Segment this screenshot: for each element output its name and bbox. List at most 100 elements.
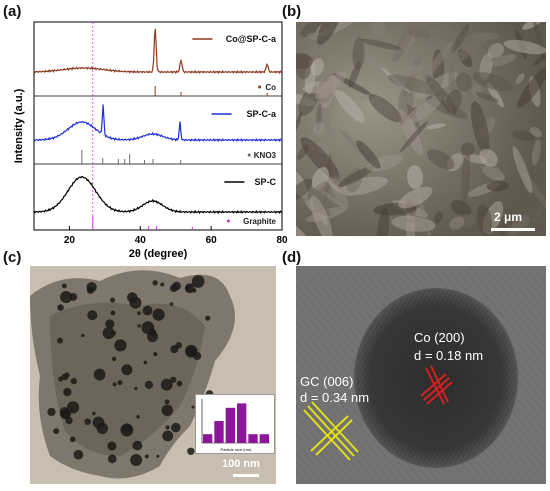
tem-particle — [184, 283, 195, 294]
reference-label-co: Co — [265, 83, 276, 92]
panel-label-c: (c) — [3, 249, 22, 266]
sem-flake — [422, 41, 453, 81]
tem-particle — [114, 339, 127, 352]
tem-particle — [153, 352, 158, 357]
tem-particle — [136, 415, 140, 419]
sem-flake — [487, 43, 505, 59]
sem-image: 2 μm — [296, 22, 546, 236]
gc-plane-label: GC (006) — [300, 374, 354, 389]
sem-flake — [338, 166, 374, 187]
size-histogram: Particle size (nm) — [195, 394, 275, 454]
tem-particle — [205, 315, 211, 321]
tem-particle — [191, 405, 195, 409]
tem-particle — [144, 454, 149, 459]
tem-particle — [164, 399, 170, 405]
tem-particle — [107, 441, 117, 451]
tem-particle — [61, 373, 69, 381]
tem-particle — [84, 418, 91, 426]
sem-flake — [490, 54, 517, 67]
histogram-chart: Particle size (nm) — [201, 399, 270, 452]
reference-marker — [226, 219, 230, 223]
sem-flake — [296, 55, 311, 80]
sem-flake — [531, 203, 545, 223]
tem-particle — [63, 387, 72, 397]
tem-particle — [66, 401, 80, 414]
tem-particle — [142, 305, 153, 316]
tem-particle — [130, 454, 143, 466]
tem-particle — [137, 311, 141, 315]
tem-particle — [93, 368, 106, 381]
sem-flake — [406, 165, 423, 190]
panel-label-d: (d) — [282, 249, 302, 266]
sem-flake — [387, 74, 440, 95]
y-axis-label: Intensity (a.u.) — [13, 88, 25, 163]
tem-particle — [172, 281, 182, 291]
tem-particle — [161, 404, 173, 416]
tem-particle — [112, 382, 117, 387]
tem-particle — [143, 360, 148, 365]
tem-particle — [61, 283, 67, 289]
sem-flake — [297, 144, 309, 161]
sem-flake — [512, 130, 535, 142]
tem-particle — [70, 408, 74, 412]
sem-flake — [356, 140, 381, 169]
tem-particle — [87, 310, 98, 321]
sem-flake — [372, 22, 386, 36]
sem-flake — [515, 73, 525, 85]
sem-flake — [315, 71, 347, 100]
sem-flake — [404, 95, 443, 126]
sem-flake — [503, 39, 546, 55]
sem-flake — [300, 22, 333, 37]
sem-flake — [455, 72, 472, 92]
sem-flake — [486, 181, 509, 192]
tem-particle — [187, 447, 195, 455]
tem-particle — [165, 425, 170, 430]
series-co-sp-c-a — [33, 28, 283, 75]
tem-particle — [105, 319, 115, 329]
x-tick-label: 20 — [64, 235, 76, 246]
tem-particle — [146, 331, 158, 343]
tem-particle — [59, 406, 70, 417]
tem-particle — [156, 454, 160, 458]
x-tick-label: 80 — [276, 235, 288, 246]
sem-flake — [451, 23, 470, 54]
sem-flake — [296, 217, 312, 236]
co-plane-label: Co (200) — [414, 330, 465, 345]
sem-flake — [480, 163, 502, 178]
tem-particle — [58, 376, 64, 382]
co-lattice-marker — [420, 365, 453, 405]
sem-flake — [352, 37, 365, 71]
legend-label: Co@SP-C-a — [226, 34, 277, 44]
sem-flake — [360, 38, 402, 50]
tem-particle — [102, 326, 115, 340]
sem-flake — [472, 72, 513, 92]
tem-particle — [57, 304, 64, 311]
co-spacing-label: d = 0.18 nm — [414, 348, 484, 363]
sem-flake — [296, 111, 303, 142]
sem-flake — [450, 199, 472, 217]
histogram-bar — [237, 403, 247, 443]
tem-particle — [169, 302, 174, 306]
tem-particle — [176, 380, 183, 387]
tem-particle — [170, 376, 177, 383]
tem-particle — [120, 423, 134, 437]
tem-particle — [53, 428, 60, 435]
tem-particle — [141, 321, 155, 335]
sem-flake — [317, 22, 342, 45]
tem-particle — [47, 407, 56, 417]
tem-particle — [56, 337, 63, 344]
tem-particle — [111, 356, 117, 362]
x-axis-label: 2θ (degree) — [129, 248, 188, 260]
tem-particle — [137, 324, 141, 328]
tem-particle — [191, 275, 205, 288]
reference-marker — [247, 153, 251, 157]
gc-spacing-label: d = 0.34 nm — [300, 390, 370, 405]
histogram-bar — [225, 407, 235, 443]
sem-flake — [449, 216, 465, 230]
tem-particle — [170, 345, 179, 354]
x-tick-label: 40 — [135, 235, 147, 246]
sem-flake — [313, 121, 326, 135]
tem-particle — [152, 280, 158, 286]
histogram-bar — [248, 434, 258, 443]
tem-particle — [117, 380, 123, 386]
